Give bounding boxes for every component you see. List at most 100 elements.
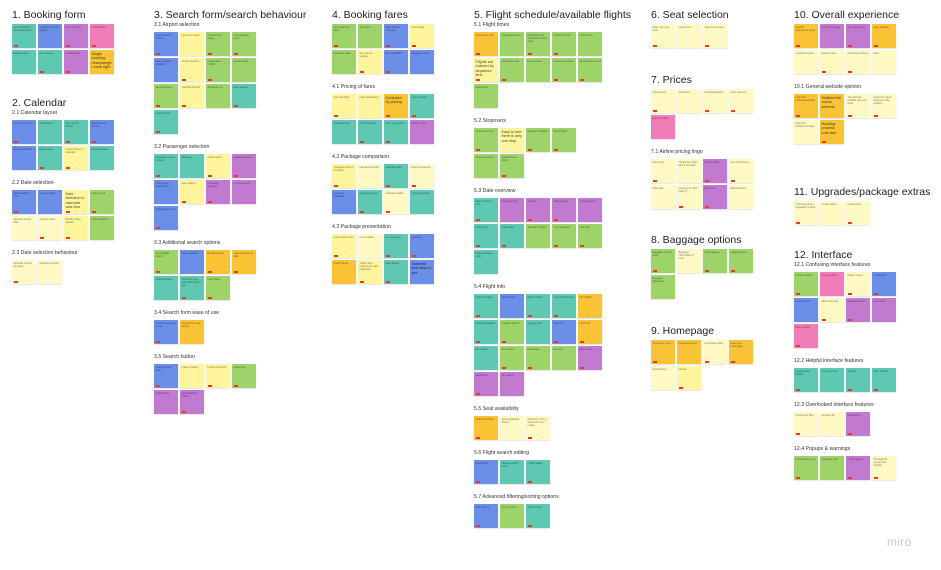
sticky-note[interactable]: change search easy [500, 460, 524, 484]
sticky-note[interactable]: tooltips [846, 368, 870, 392]
sticky-note[interactable]: form simple [38, 50, 62, 74]
section-title[interactable]: 4. Booking fares [332, 9, 408, 21]
sticky-note[interactable]: liked overview [90, 146, 114, 170]
sticky-note[interactable]: homepage busy [677, 340, 701, 364]
sticky-note[interactable]: operator shown [500, 320, 524, 344]
sticky-note[interactable]: fare terms [651, 159, 675, 183]
section-title[interactable]: 3. Search form/search behaviour [154, 9, 307, 21]
sticky-note[interactable]: Option for one-way flight easy to use [180, 276, 204, 300]
sticky-note[interactable]: Thinks the "light" fare is for short [677, 159, 701, 183]
sticky-note[interactable]: Selected fare easy to see [410, 260, 434, 284]
sticky-note[interactable]: Overall form easy to use [154, 320, 178, 344]
section-title[interactable]: 10. Overall experience [794, 9, 900, 21]
sticky-note[interactable]: two months shown [64, 120, 88, 144]
sticky-note[interactable]: hidden costs [410, 120, 434, 144]
sticky-note[interactable]: upgrade options [410, 190, 434, 214]
sticky-note[interactable]: liked search [232, 84, 256, 108]
sticky-note[interactable]: Overall experience good [794, 24, 818, 48]
sticky-note[interactable]: wanted fewer stops [500, 154, 524, 178]
sticky-note[interactable]: suggestions helpful [206, 58, 230, 82]
sticky-note[interactable]: multiple airports [180, 84, 204, 108]
sticky-note[interactable]: nearby airports [180, 58, 204, 82]
sticky-note[interactable]: abbreviations [729, 185, 753, 209]
sticky-note[interactable]: week view [474, 224, 498, 248]
sticky-note[interactable]: basic fare [703, 185, 727, 209]
sticky-note[interactable]: departure shown [500, 32, 524, 56]
sticky-note[interactable]: modify dates [526, 460, 550, 484]
sticky-note[interactable]: Flight selection easy [474, 250, 498, 274]
sticky-note[interactable]: scroll issue [872, 272, 896, 296]
sticky-note[interactable]: flexible search [206, 250, 230, 274]
sticky-note[interactable]: fares hard to compare [384, 24, 408, 48]
sticky-note[interactable]: flight status [578, 346, 602, 370]
sticky-note[interactable]: date tabs [578, 224, 602, 248]
sticky-note[interactable]: direct flights [552, 128, 576, 152]
sticky-note[interactable]: prefer simple [332, 260, 356, 284]
sticky-note[interactable]: hard to add passengers [154, 180, 178, 204]
sticky-note[interactable]: Liked the website's design [794, 120, 818, 144]
sticky-note[interactable]: layout ok [410, 234, 434, 258]
sticky-note[interactable]: links unclear [794, 324, 818, 348]
sticky-note[interactable]: cookie popup [846, 456, 870, 480]
sticky-note[interactable]: cheapest fare [332, 120, 356, 144]
sticky-note[interactable]: add baggage [703, 249, 727, 273]
subsection-title[interactable]: 5.3 Date overview [474, 188, 516, 194]
sticky-note[interactable]: change date [552, 198, 576, 222]
sticky-note[interactable]: fare names unclear [358, 50, 382, 74]
sticky-note[interactable]: cheapest day [578, 198, 602, 222]
sticky-note[interactable]: liked layout [38, 120, 62, 144]
sticky-note[interactable]: baggage options clear [651, 249, 675, 273]
sticky-note[interactable]: Easy to see there is only one stop [500, 128, 524, 152]
sticky-note[interactable]: Date selection in calendar was nice [64, 190, 88, 214]
sticky-note[interactable]: fares overview clear [332, 24, 356, 48]
sticky-note[interactable]: Thought the website was very clear [846, 94, 870, 118]
sticky-note[interactable]: Thought the popup was friendly [872, 456, 896, 480]
sticky-note[interactable]: passenger count unclear [154, 154, 178, 178]
sticky-note[interactable]: date bar helpful [526, 224, 550, 248]
sticky-note[interactable]: quick selection [90, 216, 114, 240]
subsection-title[interactable]: 4.3 Package presentation [332, 224, 391, 230]
sticky-note[interactable]: prices clear [651, 89, 675, 113]
sticky-note[interactable]: unclear return [38, 216, 62, 240]
sticky-note[interactable]: flexible dates wanted [64, 216, 88, 240]
sticky-note[interactable]: dropdown ok [206, 84, 230, 108]
sticky-note[interactable]: flight info clear [474, 294, 498, 318]
sticky-note[interactable]: liked the site [820, 50, 844, 74]
sticky-note[interactable]: presentation nice [332, 234, 356, 258]
sticky-note[interactable]: dropdown hard [846, 298, 870, 322]
sticky-note[interactable]: liked times [474, 84, 498, 108]
section-title[interactable]: 12. Interface [794, 249, 853, 261]
subsection-title[interactable]: 12.4 Popups & warnings [794, 446, 851, 452]
sticky-note[interactable]: filter options [474, 504, 498, 528]
section-title[interactable]: 11. Upgrades/package extras [794, 186, 931, 198]
sticky-note[interactable]: meaning of "flex" option? [677, 185, 701, 209]
sticky-note[interactable]: price changes [358, 120, 382, 144]
sticky-note[interactable]: hidden menu [846, 272, 870, 296]
sticky-note[interactable]: icons helpful [358, 234, 382, 258]
sticky-note[interactable]: seat info [552, 320, 576, 344]
sticky-note[interactable]: price breakdown [358, 94, 382, 118]
sticky-note[interactable]: liked the form [12, 50, 36, 74]
sticky-note[interactable]: fare conditions [384, 50, 408, 74]
sticky-note[interactable]: missed link [846, 412, 870, 436]
sticky-note[interactable]: missing field [64, 50, 88, 74]
sticky-note[interactable]: Booking process took fast [820, 120, 844, 144]
subsection-title[interactable]: 5.6 Flight search editing [474, 450, 530, 456]
sticky-note[interactable]: prices shown in calendar [64, 146, 88, 170]
sticky-note[interactable]: layout confusing [12, 146, 36, 170]
sticky-note[interactable]: wanted more months [90, 120, 114, 144]
sticky-note[interactable]: too many packages [332, 190, 356, 214]
sticky-note[interactable]: stopover shown [474, 128, 498, 152]
sticky-note[interactable]: easy adding [180, 180, 204, 204]
sticky-note[interactable]: flight number [526, 294, 550, 318]
sticky-note[interactable]: price per person [384, 120, 408, 144]
sticky-note[interactable]: calendar unclear [12, 120, 36, 144]
sticky-note[interactable]: price breakdown [703, 89, 727, 113]
sticky-note[interactable]: layout jumps [794, 298, 818, 322]
sticky-note[interactable]: time format [578, 32, 602, 56]
sticky-note[interactable]: Disliked the colour scheme [820, 94, 844, 118]
subsection-title[interactable]: 4.2 Package comparison [332, 154, 390, 160]
sticky-note[interactable]: price currency [729, 89, 753, 113]
sticky-note[interactable]: range unclear [38, 190, 62, 214]
sticky-note[interactable]: more info wanted [552, 294, 576, 318]
